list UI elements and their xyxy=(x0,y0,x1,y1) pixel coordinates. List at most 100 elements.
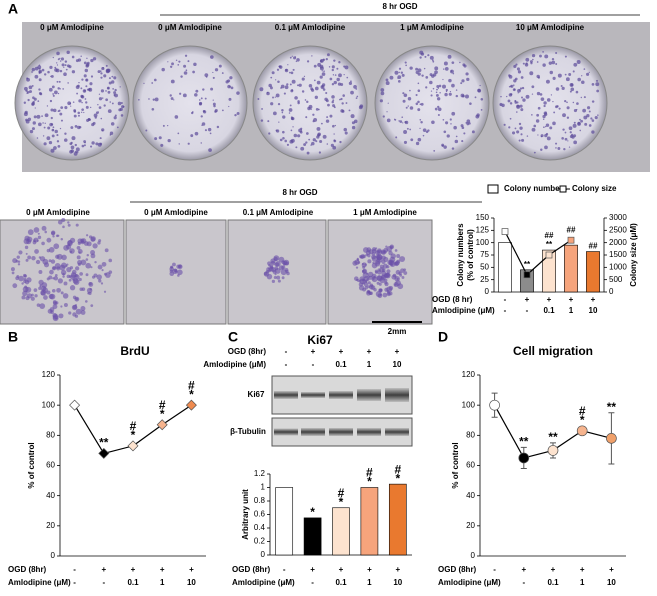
colony-cell xyxy=(280,269,287,276)
colony-cell xyxy=(74,304,77,307)
colony xyxy=(207,127,212,132)
colony xyxy=(379,99,383,103)
colony xyxy=(521,86,525,90)
colony xyxy=(274,96,276,98)
row-label: Amlodipine (μM) xyxy=(203,360,266,369)
colony xyxy=(532,58,534,61)
colony xyxy=(212,102,216,106)
colony-cell xyxy=(33,237,39,243)
colony xyxy=(93,113,98,118)
colony-cell xyxy=(375,247,378,250)
colony xyxy=(227,84,231,89)
colony xyxy=(406,127,409,130)
colony xyxy=(587,106,591,110)
colony-cell xyxy=(67,223,71,227)
colony xyxy=(325,58,328,61)
colony-cell xyxy=(396,254,401,258)
colony-cell xyxy=(48,275,53,280)
colony xyxy=(460,82,463,85)
colony xyxy=(443,61,448,66)
colony xyxy=(451,147,455,150)
colony xyxy=(173,99,175,101)
blot-band xyxy=(274,428,298,436)
colony-cell xyxy=(30,296,35,301)
colony xyxy=(451,61,455,65)
colony xyxy=(52,129,54,131)
colony xyxy=(311,55,313,57)
colony xyxy=(59,88,61,90)
colony-cell xyxy=(24,280,30,285)
colony xyxy=(579,129,582,132)
colony xyxy=(277,80,280,83)
colony-cell xyxy=(24,245,29,250)
colony xyxy=(59,57,61,59)
colony-cell xyxy=(39,256,46,262)
y-tick-label: 100 xyxy=(476,238,490,247)
colony xyxy=(479,84,481,87)
colony xyxy=(295,60,298,63)
row-value: - xyxy=(102,578,105,587)
colony xyxy=(463,64,467,68)
colony xyxy=(63,66,65,68)
blot-band xyxy=(301,392,325,398)
colony-cell xyxy=(27,229,34,236)
colony xyxy=(70,105,72,107)
colony xyxy=(270,102,274,106)
colony xyxy=(328,66,331,68)
colony-cell xyxy=(15,259,19,263)
colony xyxy=(34,107,36,109)
colony-cell xyxy=(66,244,72,250)
row-label: Amlodipine (μM) xyxy=(232,578,295,587)
row-value: - xyxy=(311,578,314,587)
colony xyxy=(555,51,558,55)
dish-label: 10 μM Amlodipine xyxy=(516,23,585,32)
colony xyxy=(543,126,545,129)
colony xyxy=(69,149,73,154)
colony xyxy=(409,89,411,92)
colony xyxy=(516,101,519,104)
colony xyxy=(303,75,306,78)
colony xyxy=(573,62,578,67)
colony xyxy=(506,95,508,98)
colony xyxy=(513,88,516,91)
colony xyxy=(89,82,93,86)
colony xyxy=(59,127,62,130)
colony-cell xyxy=(77,262,81,266)
colony xyxy=(511,131,516,135)
colony xyxy=(333,139,337,143)
colony xyxy=(437,87,440,89)
colony xyxy=(77,111,81,115)
colony xyxy=(522,62,525,65)
row-label: Amlodipine (μM) xyxy=(438,578,501,587)
colony xyxy=(576,102,579,105)
colony xyxy=(59,60,62,62)
colony xyxy=(407,97,412,101)
colony xyxy=(509,102,513,105)
bar xyxy=(586,251,600,293)
colony-cell xyxy=(80,259,87,266)
colony xyxy=(38,92,42,95)
colony xyxy=(565,77,570,82)
colony xyxy=(544,125,547,128)
colony-cell xyxy=(69,285,76,291)
colony xyxy=(114,93,118,98)
colony xyxy=(394,118,397,121)
colony xyxy=(389,75,394,80)
colony xyxy=(43,126,46,129)
colony-cell xyxy=(34,294,38,298)
colony xyxy=(100,89,105,93)
colony xyxy=(395,136,398,139)
colony xyxy=(399,120,403,123)
row-value: - xyxy=(285,360,288,369)
colony xyxy=(56,64,59,66)
colony-cell xyxy=(85,258,89,261)
colony-cell xyxy=(174,270,178,273)
colony xyxy=(417,89,421,92)
colony xyxy=(588,124,592,127)
colony xyxy=(270,76,273,79)
colony xyxy=(318,151,321,154)
colony xyxy=(326,53,330,57)
colony xyxy=(50,123,54,126)
colony-cell xyxy=(364,286,368,290)
